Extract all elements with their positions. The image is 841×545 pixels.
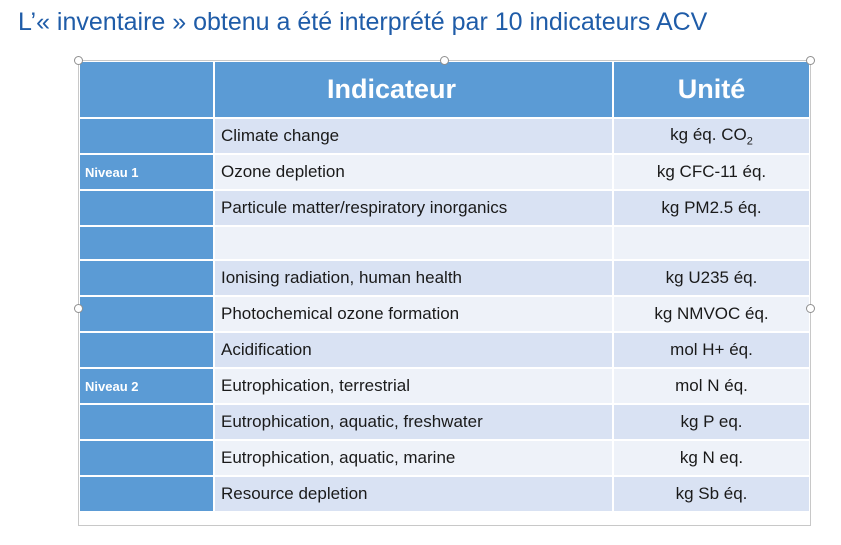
unit-cell: kg N eq. [613, 440, 811, 477]
level-cell [80, 476, 215, 513]
level-cell: Niveau 2 [80, 368, 215, 405]
indicator-cell: Eutrophication, aquatic, freshwater [214, 404, 614, 441]
unit-subscript: 2 [746, 135, 753, 148]
resize-handle-middle-right[interactable] [806, 304, 815, 313]
slide-title: L’« inventaire » obtenu a été interprété… [18, 8, 708, 36]
unit-text: kg éq. CO [670, 124, 747, 144]
table-row: Particule matter/respiratory inorganics … [80, 190, 811, 227]
table-row: Ionising radiation, human health kg U235… [80, 260, 811, 297]
indicator-cell: Particule matter/respiratory inorganics [214, 190, 614, 227]
unit-cell: kg NMVOC éq. [613, 296, 811, 333]
indicator-cell: Eutrophication, aquatic, marine [214, 440, 614, 477]
table-row: Climate change kg éq. CO2 [80, 118, 811, 155]
unit-cell: mol N éq. [613, 368, 811, 405]
level-cell [80, 296, 215, 333]
table-row: Niveau 1 Ozone depletion kg CFC-11 éq. [80, 154, 811, 191]
level-cell [80, 440, 215, 477]
indicator-cell: Ozone depletion [214, 154, 614, 191]
indicator-cell: Resource depletion [214, 476, 614, 513]
table-header-row: Indicateur Unité [80, 62, 811, 119]
table-row: Niveau 2 Eutrophication, terrestrial mol… [80, 368, 811, 405]
unit-cell: kg U235 éq. [613, 260, 811, 297]
unit-cell: mol H+ éq. [613, 332, 811, 369]
level-cell [80, 190, 215, 227]
table-row: Resource depletion kg Sb éq. [80, 476, 811, 513]
table-row: Acidification mol H+ éq. [80, 332, 811, 369]
unit-cell: kg PM2.5 éq. [613, 190, 811, 227]
resize-handle-middle-left[interactable] [74, 304, 83, 313]
level-cell [80, 260, 215, 297]
indicator-cell [214, 226, 614, 261]
table-row: Photochemical ozone formation kg NMVOC é… [80, 296, 811, 333]
table-row: Eutrophication, aquatic, marine kg N eq. [80, 440, 811, 477]
level-cell: Niveau 1 [80, 154, 215, 191]
header-level-cell [80, 62, 215, 119]
indicator-cell: Photochemical ozone formation [214, 296, 614, 333]
unit-cell: kg CFC-11 éq. [613, 154, 811, 191]
table-row: Eutrophication, aquatic, freshwater kg P… [80, 404, 811, 441]
level-cell [80, 404, 215, 441]
indicator-cell: Ionising radiation, human health [214, 260, 614, 297]
indicator-cell: Acidification [214, 332, 614, 369]
level-cell [80, 226, 215, 261]
unit-cell: kg Sb éq. [613, 476, 811, 513]
indicator-table: Indicateur Unité Climate change kg éq. C… [80, 62, 811, 513]
indicator-cell: Climate change [214, 118, 614, 155]
unit-cell: kg P eq. [613, 404, 811, 441]
unit-cell [613, 226, 811, 261]
indicator-cell: Eutrophication, terrestrial [214, 368, 614, 405]
header-indicateur: Indicateur [214, 62, 614, 119]
resize-handle-top-center[interactable] [440, 56, 449, 65]
resize-handle-top-left[interactable] [74, 56, 83, 65]
level-cell [80, 332, 215, 369]
unit-cell: kg éq. CO2 [613, 118, 811, 155]
indicator-table-object[interactable]: Indicateur Unité Climate change kg éq. C… [80, 62, 811, 525]
resize-handle-top-right[interactable] [806, 56, 815, 65]
table-row-empty [80, 226, 811, 261]
level-cell [80, 118, 215, 155]
header-unite: Unité [613, 62, 811, 119]
